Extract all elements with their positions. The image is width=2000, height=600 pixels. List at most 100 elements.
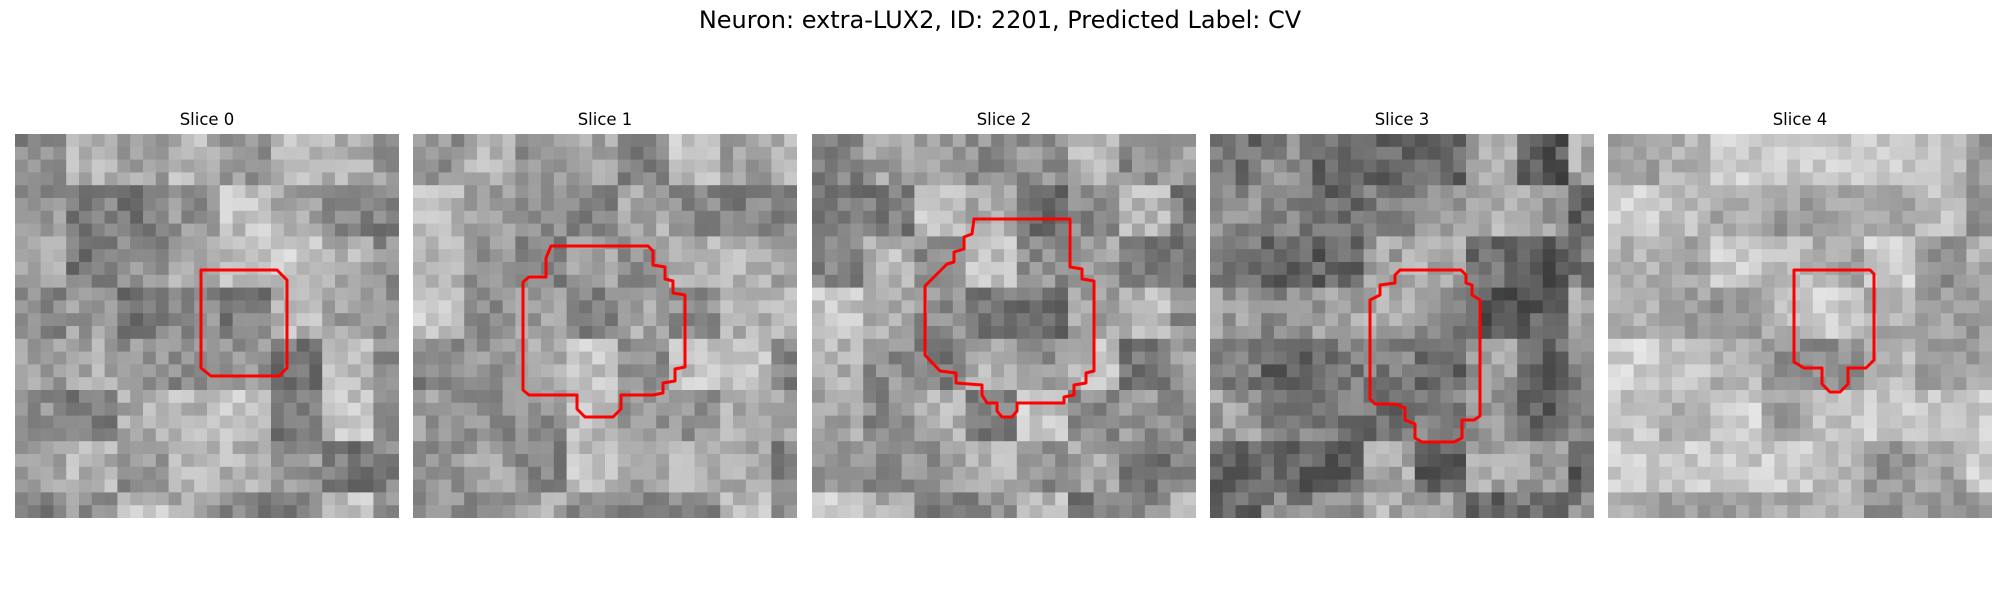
pixel [207, 377, 221, 391]
pixel [1376, 210, 1390, 224]
pixel [66, 377, 80, 391]
pixel [1876, 338, 1890, 352]
pixel [566, 172, 580, 186]
pixel [824, 479, 838, 493]
pixel [1966, 402, 1980, 416]
pixel [681, 185, 695, 199]
pixel [181, 415, 195, 429]
pixel [1222, 415, 1236, 429]
pixel [771, 313, 785, 327]
pixel [1414, 351, 1428, 365]
pixel [837, 390, 851, 404]
pixel [837, 262, 851, 276]
pixel [1106, 146, 1120, 160]
pixel [617, 159, 631, 173]
pixel [155, 454, 169, 468]
pixel [1659, 326, 1673, 340]
pixel [271, 441, 285, 455]
pixel [605, 351, 619, 365]
pixel [130, 236, 144, 250]
pixel [1915, 454, 1929, 468]
pixel [927, 210, 941, 224]
pixel [438, 441, 452, 455]
pixel [1966, 505, 1980, 518]
pixel [1876, 441, 1890, 455]
pixel [592, 505, 606, 518]
pixel [1748, 313, 1762, 327]
pixel [965, 210, 979, 224]
pixel [1325, 377, 1339, 391]
pixel [1042, 134, 1056, 148]
pixel [876, 454, 890, 468]
pixel [1825, 172, 1839, 186]
pixel [130, 377, 144, 391]
pixel [1555, 223, 1569, 237]
pixel [15, 236, 29, 250]
pixel [758, 479, 772, 493]
pixel [232, 402, 246, 416]
pixel [579, 338, 593, 352]
pixel [155, 134, 169, 148]
pixel [1581, 441, 1594, 455]
pixel [1478, 313, 1492, 327]
pixel [758, 262, 772, 276]
pixel [271, 479, 285, 493]
pixel [1299, 236, 1313, 250]
pixel [1774, 402, 1788, 416]
pixel [1581, 159, 1594, 173]
pixel [296, 505, 310, 518]
pixel [1478, 172, 1492, 186]
pixel [335, 441, 349, 455]
pixel [1427, 454, 1441, 468]
pixel [1697, 313, 1711, 327]
pixel [1376, 134, 1390, 148]
pixel [541, 210, 555, 224]
pixel [1312, 415, 1326, 429]
pixel [194, 223, 208, 237]
pixel [1466, 134, 1480, 148]
pixel [952, 274, 966, 288]
pixel [927, 454, 941, 468]
pixel [978, 146, 992, 160]
slice-image-2 [812, 134, 1196, 518]
pixel [1093, 262, 1107, 276]
pixel [850, 249, 864, 263]
pixel [489, 479, 503, 493]
pixel [1736, 351, 1750, 365]
pixel [1389, 454, 1403, 468]
pixel [104, 198, 118, 212]
pixel [1838, 390, 1852, 404]
pixel [1915, 313, 1929, 327]
pixel [784, 454, 797, 468]
pixel [309, 210, 323, 224]
pixel [1774, 262, 1788, 276]
pixel [1004, 351, 1018, 365]
pixel [1440, 223, 1454, 237]
pixel [1222, 492, 1236, 506]
pixel [1170, 134, 1184, 148]
pixel [1876, 466, 1890, 480]
pixel [502, 377, 516, 391]
pixel [579, 390, 593, 404]
pixel [1478, 185, 1492, 199]
pixel [502, 364, 516, 378]
pixel [1851, 364, 1865, 378]
pixel [824, 390, 838, 404]
pixel [1261, 198, 1275, 212]
pixel [1016, 159, 1030, 173]
pixel [258, 479, 272, 493]
pixel [1928, 210, 1942, 224]
pixel [168, 146, 182, 160]
pixel [1659, 287, 1673, 301]
pixel [91, 300, 105, 314]
pixel [1800, 441, 1814, 455]
pixel [592, 223, 606, 237]
pixel [1132, 479, 1146, 493]
pixel [1979, 466, 1992, 480]
pixel [1568, 377, 1582, 391]
pixel [79, 402, 93, 416]
pixel [1825, 377, 1839, 391]
pixel [1478, 300, 1492, 314]
pixel [812, 441, 826, 455]
pixel [1261, 326, 1275, 340]
